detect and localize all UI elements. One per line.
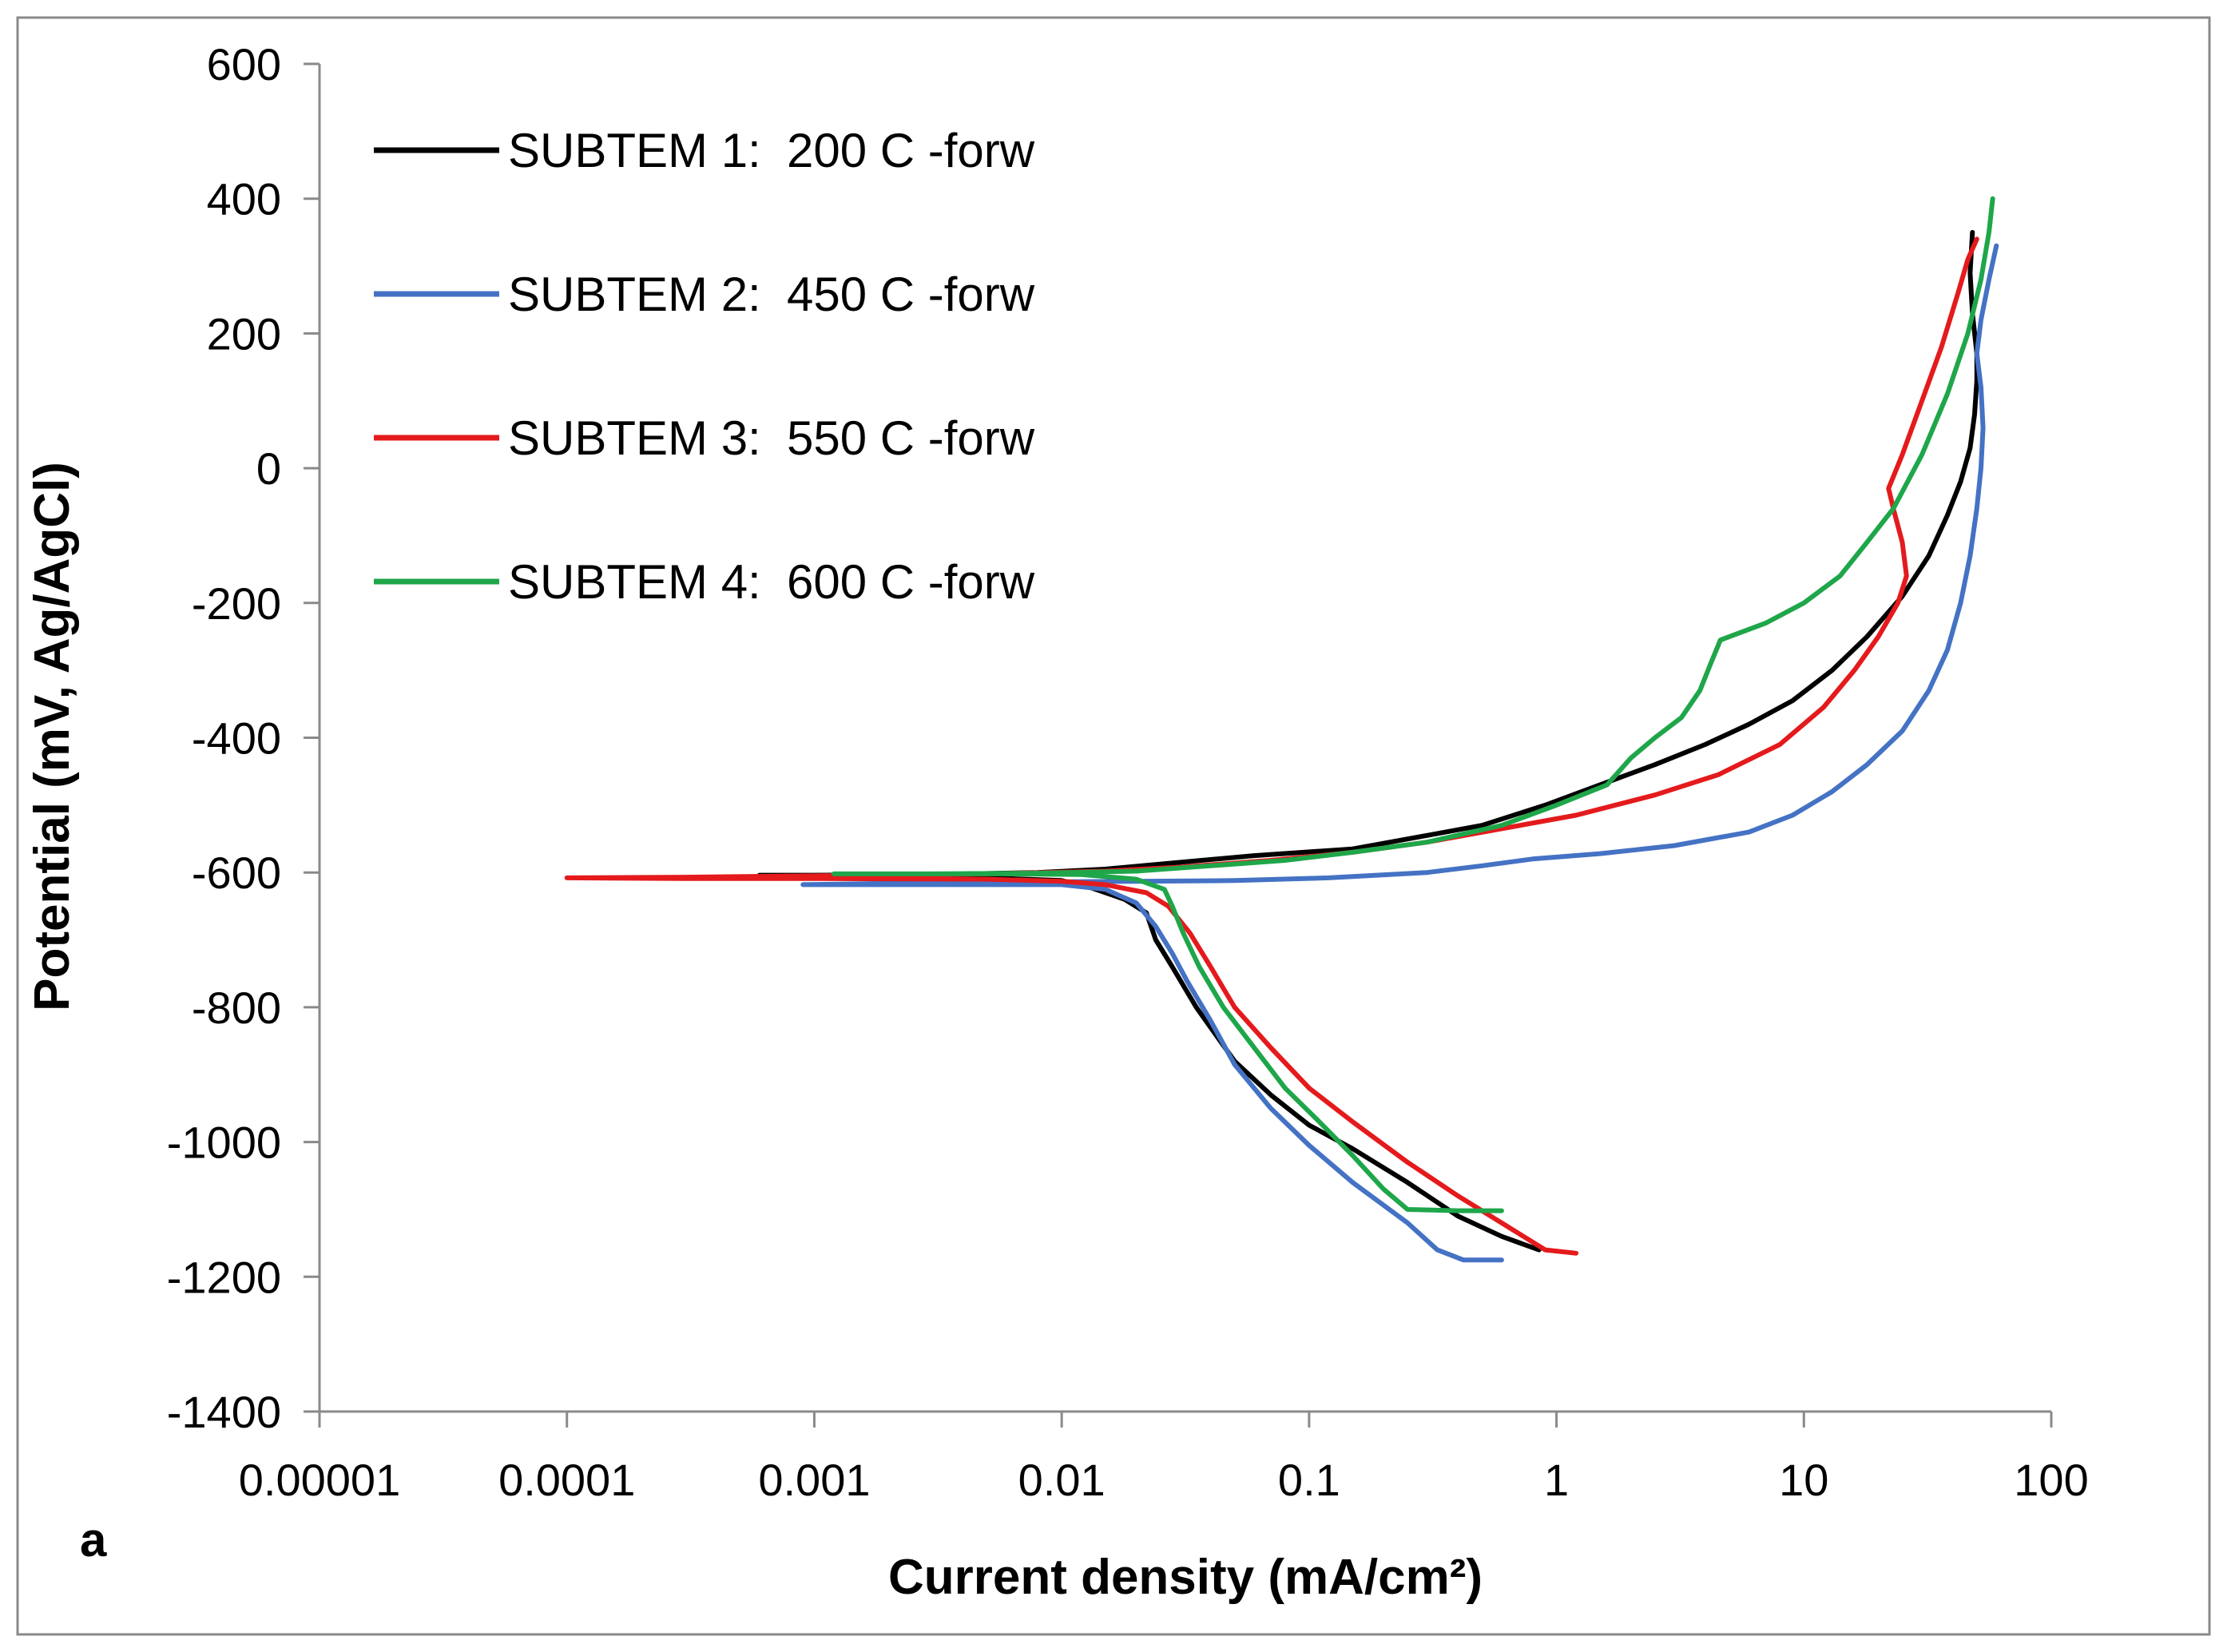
y-tick-label-400: -400: [192, 713, 281, 764]
legend-label-subtem-3: 550 C -forw: [787, 411, 1035, 465]
plot-area: [564, 196, 1999, 1263]
x-tick-label-0-00001: 0.00001: [239, 1455, 400, 1505]
y-axis-title: Potential (mV, Ag/AgCl): [25, 462, 80, 1011]
x-tick-label-0-01: 0.01: [1018, 1455, 1106, 1505]
legend-label-subtem-2: 450 C -forw: [787, 268, 1035, 321]
y-axis-ticks: 600 400 200 0 -200 -400 -600 -800 -1000 -1200 -140…: [167, 39, 320, 1437]
x-tick-label-100: 100: [2014, 1455, 2088, 1505]
legend-prefix-subtem-1: SUBTEM 1:: [508, 124, 761, 177]
y-tick-label-1200: -1200: [167, 1252, 281, 1302]
y-tick-label-600: -600: [192, 848, 281, 898]
x-tick-label-0-001: 0.001: [758, 1455, 870, 1505]
legend: SUBTEM 1: 200 C -forw SUBTEM 2: 450 C -f…: [374, 124, 1035, 609]
series-line-subtem-2: [800, 243, 1999, 1263]
x-tick-label-10: 10: [1779, 1455, 1828, 1505]
x-tick-label-0-1: 0.1: [1278, 1455, 1340, 1505]
legend-prefix-subtem-4: SUBTEM 4:: [508, 555, 761, 609]
series-line-subtem-1: [756, 229, 1979, 1253]
y-tick-label-200: 200: [207, 308, 281, 359]
legend-prefix-subtem-3: SUBTEM 3:: [508, 411, 761, 465]
legend-item-subtem-4: SUBTEM 4: 600 C -forw: [374, 555, 1035, 609]
x-axis-ticks: 0.00001 0.0001 0.001 0.01 0.1 1 10 100: [239, 1412, 2089, 1505]
y-tick-label-800: -800: [192, 983, 281, 1033]
y-tick-label-1400: -1400: [167, 1387, 281, 1437]
panel-label: a: [80, 1513, 107, 1567]
legend-item-subtem-1: SUBTEM 1: 200 C -forw: [374, 124, 1035, 177]
series-line-subtem-4: [832, 196, 1995, 1213]
y-tick-label-200: -200: [192, 578, 281, 629]
legend-prefix-subtem-2: SUBTEM 2:: [508, 268, 761, 321]
legend-item-subtem-3: SUBTEM 3: 550 C -forw: [374, 411, 1035, 465]
x-tick-label-1: 1: [1544, 1455, 1569, 1505]
x-axis-title: Current density (mA/cm²): [888, 1550, 1483, 1605]
y-tick-label-0: 0: [256, 443, 281, 494]
y-tick-label-400: 400: [207, 174, 281, 224]
legend-item-subtem-2: SUBTEM 2: 450 C -forw: [374, 268, 1035, 321]
legend-label-subtem-1: 200 C -forw: [787, 124, 1035, 177]
legend-label-subtem-4: 600 C -forw: [787, 555, 1035, 609]
x-tick-label-0-0001: 0.0001: [498, 1455, 635, 1505]
chart-frame: [16, 16, 2211, 1636]
y-tick-label-600: 600: [207, 39, 281, 89]
y-tick-label-1000: -1000: [167, 1118, 281, 1168]
